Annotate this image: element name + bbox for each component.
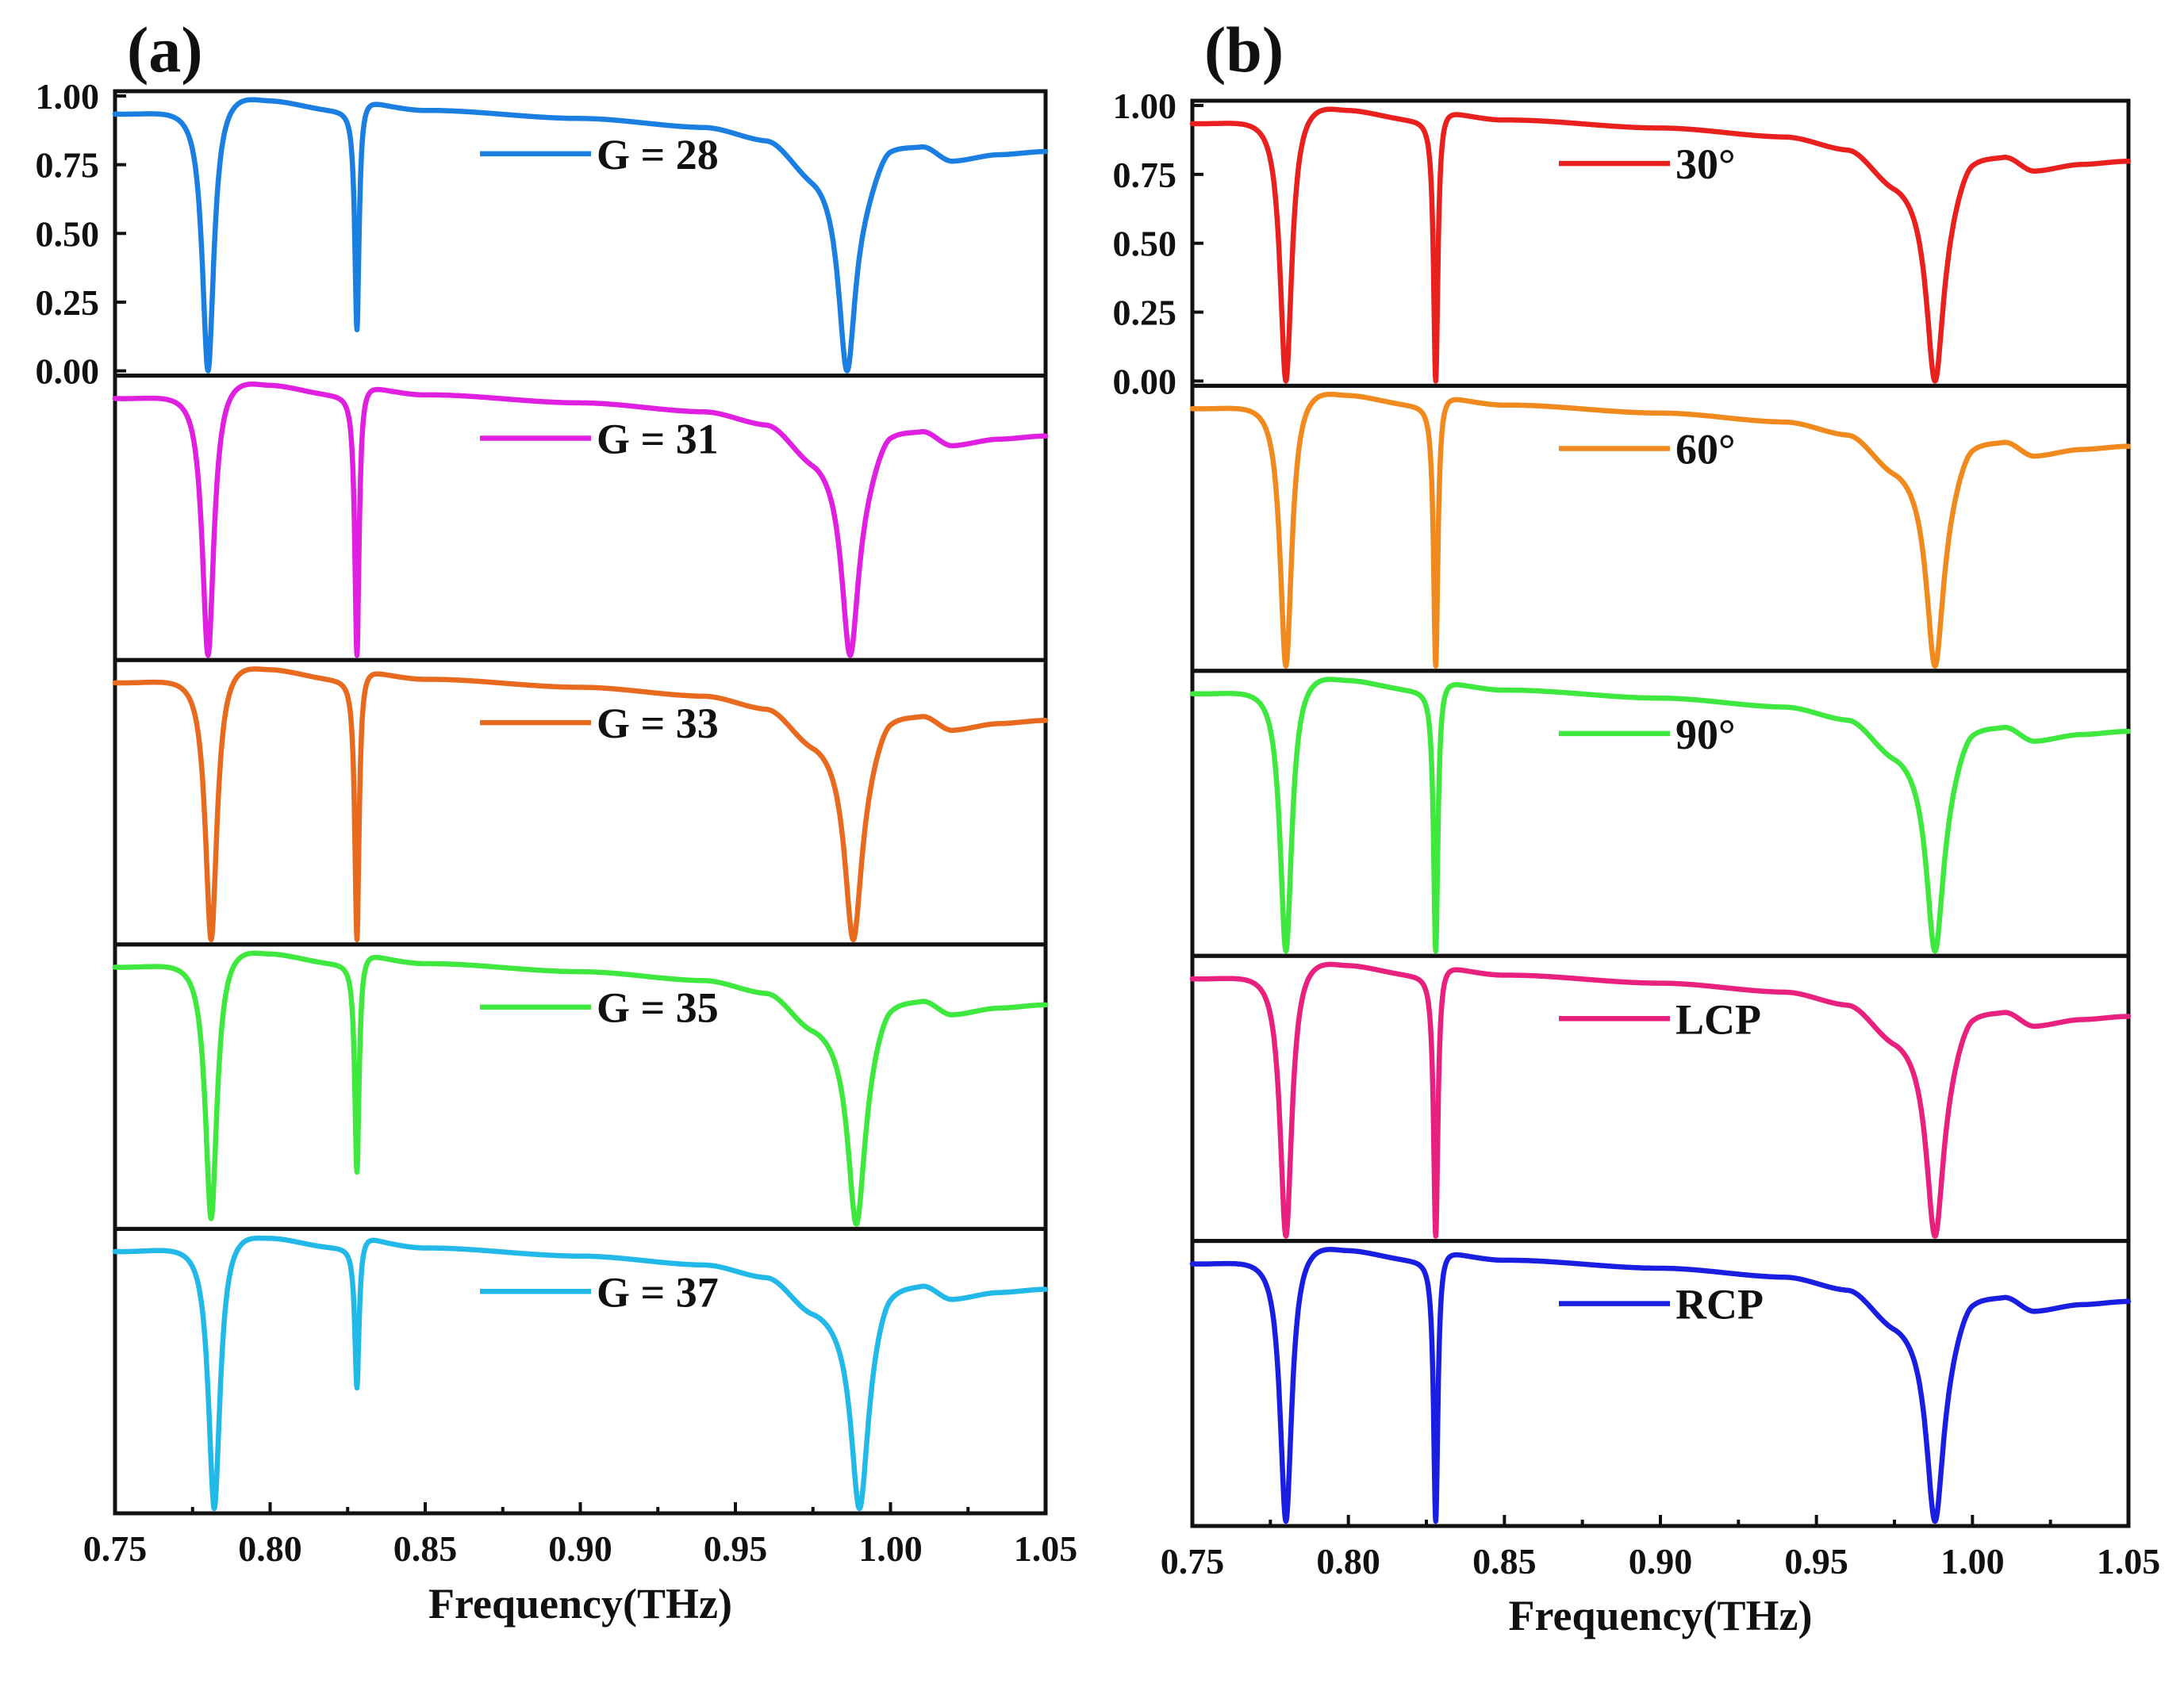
x-axis-title: Frequency(THz) [428,1580,732,1628]
series-line [1189,391,2132,669]
x-tick-label: 1.00 [1940,1541,2005,1582]
x-tick-label: 1.05 [1014,1528,1078,1569]
legend-label: G = 28 [597,131,719,178]
y-tick-label: 0.50 [1113,224,1177,264]
x-tick-label: 0.75 [1161,1541,1225,1582]
subplot-frame [1190,1239,2131,1528]
series-line [112,950,1049,1227]
legend-label: LCP [1675,995,1761,1043]
legend-label: G = 33 [597,700,719,747]
series-line [112,1235,1049,1512]
x-axis-title: Frequency(THz) [1509,1592,1813,1639]
y-tick-label: 0.00 [36,351,100,392]
chart-panel-0: (a) G = 28 1.00 0.75 0.50 0.25 0.00 G = 31 G = 3… [36,13,1078,1628]
subplot-frame [1190,98,2131,388]
subplot-frame [1190,953,2131,1244]
x-tick-label: 0.85 [1472,1541,1537,1582]
legend-label: RCP [1675,1281,1764,1329]
x-tick-label: 0.90 [1629,1541,1693,1582]
x-tick-label: 0.95 [1784,1541,1848,1582]
y-tick-label: 0.25 [1113,293,1177,333]
y-tick-label: 1.00 [1113,86,1177,126]
x-tick-label: 0.80 [238,1528,302,1569]
x-tick-label: 1.05 [2097,1541,2161,1582]
chart-panel-1: (b) 30° 1.00 0.75 0.50 0.25 0.00 60° 90° LCP RCP 0.… [1113,13,2161,1639]
y-tick-label: 0.25 [36,282,100,323]
subplot-frame [113,374,1048,662]
x-tick-label: 0.85 [393,1528,458,1569]
series-line [112,381,1049,658]
series-line [1189,106,2132,384]
legend-label: 90° [1675,711,1736,758]
legend-label: G = 37 [597,1268,719,1316]
y-tick-label: 0.50 [36,213,100,254]
x-tick-label: 1.00 [858,1528,923,1569]
subplot-frame [113,89,1048,378]
panel-label: (a) [127,13,203,86]
x-tick-label: 0.80 [1316,1541,1380,1582]
y-tick-label: 0.00 [1113,361,1177,401]
legend-label: G = 31 [597,415,719,462]
y-tick-label: 0.75 [36,145,100,186]
legend-label: 30° [1675,140,1736,188]
series-line [1189,677,2132,954]
subplot-frame [113,942,1048,1231]
subplot-frame [113,658,1048,947]
x-tick-label: 0.95 [704,1528,768,1569]
subplot-frame [113,1226,1048,1516]
series-line [1189,961,2132,1239]
series-line [1189,1247,2132,1524]
panel-label: (b) [1204,13,1284,86]
y-tick-label: 0.75 [1113,155,1177,195]
subplot-frame [1190,669,2131,958]
y-tick-label: 1.00 [36,76,100,117]
series-line [112,666,1049,943]
x-tick-label: 0.90 [548,1528,612,1569]
legend-label: G = 35 [597,984,719,1032]
legend-label: 60° [1675,425,1736,473]
subplot-frame [1190,383,2131,673]
series-line [112,97,1049,374]
x-tick-label: 0.75 [83,1528,148,1569]
